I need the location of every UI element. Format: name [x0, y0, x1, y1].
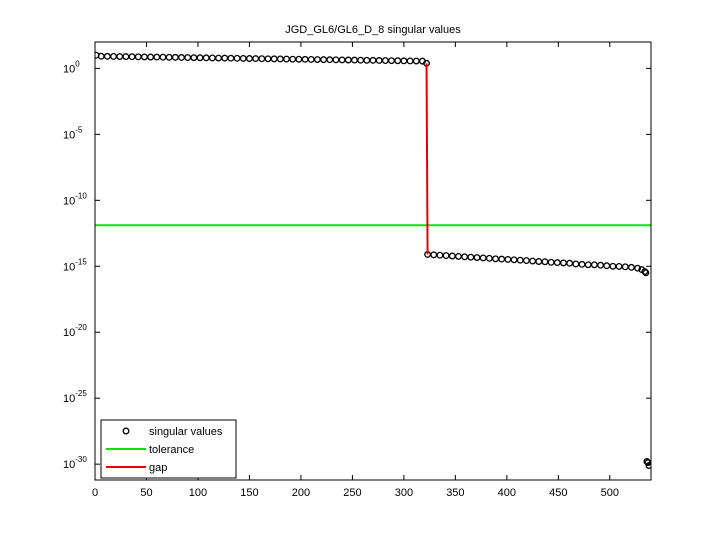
x-tick-label: 450	[549, 487, 567, 499]
x-tick-label: 400	[498, 487, 516, 499]
axes-box	[94, 41, 652, 481]
data-point	[566, 259, 574, 267]
x-tick-label: 150	[240, 487, 258, 499]
y-tick-label: 10-5	[63, 125, 83, 141]
tick-base: 10	[63, 195, 75, 207]
tick-exponent: -30	[75, 455, 87, 464]
tick-base: 10	[63, 261, 75, 273]
x-tick-label: 100	[189, 487, 207, 499]
tick-exponent: -20	[75, 323, 87, 332]
x-tick-label: 50	[140, 487, 152, 499]
tick-exponent: -15	[75, 257, 87, 266]
data-line	[425, 63, 429, 255]
tick-base: 10	[63, 393, 75, 405]
x-tick-label: 300	[395, 487, 413, 499]
y-tick-label: 10-25	[63, 389, 87, 405]
x-tick-label: 250	[343, 487, 361, 499]
tick-exponent: -25	[75, 389, 87, 398]
data-point	[642, 269, 650, 277]
tick-base: 10	[63, 459, 75, 471]
tick-base: 10	[63, 129, 75, 141]
data-point	[645, 462, 651, 469]
y-tick-label: 100	[63, 59, 80, 75]
x-tick-label: 350	[446, 487, 464, 499]
data-point	[634, 264, 642, 272]
chart-title: JGD_GL6/GL6_D_8 singular values	[285, 24, 461, 36]
y-tick-label: 10-30	[63, 455, 87, 471]
x-tick-label: 200	[292, 487, 310, 499]
y-tick-label: 10-10	[63, 191, 87, 207]
tick-exponent: 0	[75, 59, 80, 68]
legend-marker	[122, 427, 130, 435]
legend-label: tolerance	[149, 444, 194, 456]
x-tick-label: 500	[601, 487, 619, 499]
y-tick-label: 10-20	[63, 323, 87, 339]
legend-label: gap	[149, 462, 167, 474]
plot-data	[95, 51, 651, 469]
tick-exponent: -5	[75, 125, 83, 134]
plot-area	[95, 42, 651, 480]
tick-exponent: -10	[75, 191, 87, 200]
x-tick-label: 0	[92, 487, 98, 499]
legend-label: singular values	[149, 426, 223, 438]
y-tick-label: 10-15	[63, 257, 87, 273]
data-point	[627, 263, 635, 271]
data-point	[641, 268, 649, 275]
tick-base: 10	[63, 63, 75, 75]
tick-base: 10	[63, 327, 75, 339]
